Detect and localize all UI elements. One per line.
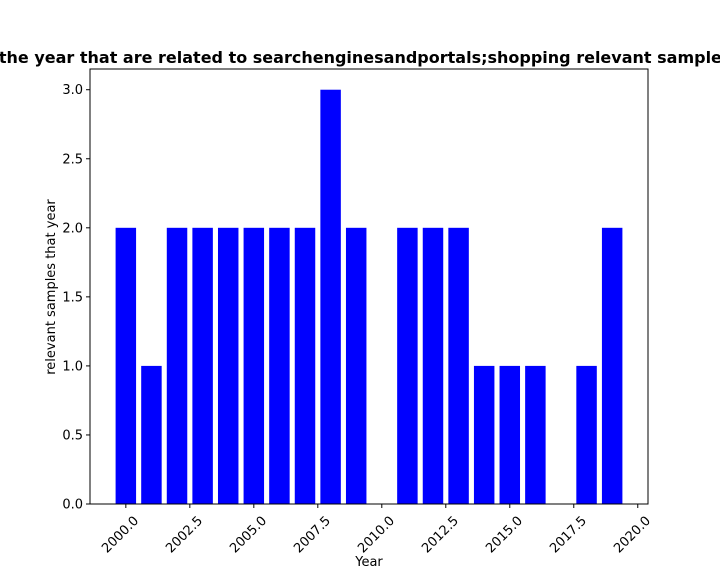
bar-2011 xyxy=(397,227,418,505)
bar-2016 xyxy=(525,365,546,504)
x-tick-label: 2012.5 xyxy=(419,514,462,557)
bar-2000 xyxy=(115,227,137,505)
x-tick-label: 2005.0 xyxy=(227,514,270,557)
chart-title: Number of samples in the year that are r… xyxy=(0,48,720,67)
x-tick-label: 2020.0 xyxy=(611,514,654,557)
bar-2014 xyxy=(473,365,495,504)
y-tick-label: 0.0 xyxy=(62,498,83,513)
y-tick-label: 3.0 xyxy=(62,83,83,98)
x-tick-label: 2017.5 xyxy=(547,514,590,557)
bar-2001 xyxy=(141,365,162,504)
bar-2013 xyxy=(448,227,469,505)
x-tick-label: 2007.5 xyxy=(291,514,334,557)
x-tick-label: 2010.0 xyxy=(355,514,398,557)
y-tick-label: 0.5 xyxy=(62,428,83,443)
y-axis-label: relevant samples that year xyxy=(44,199,59,375)
bar-2018 xyxy=(576,365,597,504)
y-tick-label: 2.0 xyxy=(62,221,83,236)
x-tick-label: 2015.0 xyxy=(483,514,526,557)
bar-2007 xyxy=(294,227,316,505)
bar-2019 xyxy=(601,227,623,505)
x-axis-ticks: 2000.0 2002.5 2005.0 2007.5 2010.0 2012.5 2015… xyxy=(99,504,654,556)
bar-2004 xyxy=(217,227,239,505)
bar-2015 xyxy=(499,365,521,504)
bar-2009 xyxy=(345,227,367,505)
y-tick-label: 2.5 xyxy=(62,152,83,167)
y-tick-label: 1.5 xyxy=(62,290,83,305)
y-axis-ticks: 0.0 0.5 1.0 1.5 2.0 2.5 3.0 xyxy=(62,83,90,513)
bars-group xyxy=(115,89,623,505)
bar-2012 xyxy=(422,227,444,505)
bar-2006 xyxy=(269,227,290,505)
bar-2005 xyxy=(243,227,265,505)
x-axis-label: Year xyxy=(354,555,383,570)
bar-2008 xyxy=(320,89,341,504)
bar-2003 xyxy=(192,227,213,505)
plot-frame xyxy=(89,68,649,505)
bar-2002 xyxy=(166,227,188,505)
x-tick-label: 2002.5 xyxy=(163,514,206,557)
x-tick-label: 2000.0 xyxy=(99,514,142,557)
y-tick-label: 1.0 xyxy=(62,359,83,374)
